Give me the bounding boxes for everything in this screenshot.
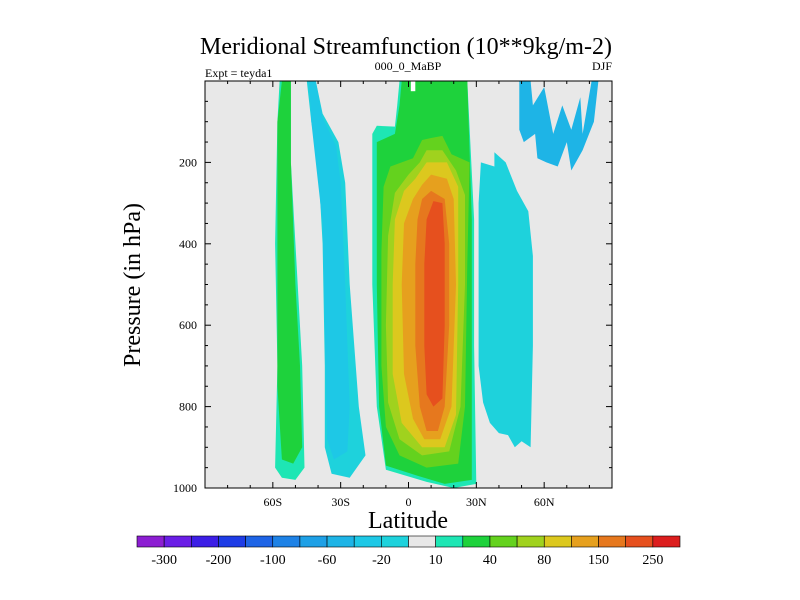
colorbar-swatch <box>245 535 274 548</box>
colorbar-swatch <box>272 535 301 548</box>
colorbar-swatch <box>191 535 219 548</box>
y-tick-label: 1000 <box>173 481 197 495</box>
sh-negative-cell-core <box>309 81 350 460</box>
colorbar-swatch <box>489 535 518 548</box>
colorbar-swatch <box>652 535 681 548</box>
colorbar-swatch <box>218 535 246 548</box>
y-axis-label: Pressure (in hPa) <box>120 203 146 367</box>
y-tick-label: 600 <box>179 318 197 332</box>
colorbar-swatch <box>625 535 654 548</box>
y-axis-ticks: 200 400 600 800 1000 <box>173 100 612 495</box>
sh-positive-cell-core <box>277 81 303 464</box>
x-tick-label: 30N <box>466 495 487 509</box>
colorbar-swatch <box>516 535 545 548</box>
colorbar-label: 80 <box>537 553 551 568</box>
x-tick-label: 60S <box>263 495 282 509</box>
nh-ferrel-cell-10 <box>478 152 533 448</box>
x-tick-label: 0 <box>406 495 412 509</box>
chart-title: Meridional Streamfunction (10**9kg/m-2) <box>200 34 612 60</box>
contour-regions <box>275 81 599 488</box>
colorbar-label: -100 <box>260 553 286 568</box>
colorbar-swatch <box>163 535 192 548</box>
y-tick-label: 400 <box>179 237 197 251</box>
colorbar-swatch <box>543 535 572 548</box>
subtitle-right: DJF <box>592 59 612 73</box>
y-tick-label: 200 <box>179 155 197 169</box>
colorbar-swatch <box>598 535 626 548</box>
x-tick-label: 30S <box>331 495 350 509</box>
colorbar-label: -20 <box>372 553 391 568</box>
colorbar-swatch <box>326 535 355 548</box>
colorbar-swatch <box>462 535 491 548</box>
x-axis-ticks: 60S 30S 0 30N 60N <box>227 81 590 509</box>
colorbar-label: 150 <box>588 553 609 568</box>
x-axis-label: Latitude <box>368 508 448 534</box>
colorbar-swatch <box>136 535 165 548</box>
colorbar-label: 250 <box>642 553 663 568</box>
colorbar-swatch <box>353 535 382 548</box>
colorbar-label: -300 <box>151 553 177 568</box>
colorbar-label: 10 <box>429 553 443 568</box>
y-tick-label: 800 <box>179 400 197 414</box>
x-tick-label: 60N <box>534 495 555 509</box>
colorbar-label: -200 <box>206 553 232 568</box>
colorbar-label: 40 <box>483 553 497 568</box>
subtitle-left: Expt = teyda1 <box>205 66 272 80</box>
colorbar-labels: -300 -200 -100 -60 -20 10 40 80 150 250 <box>151 553 663 568</box>
colorbar-swatch <box>299 535 328 548</box>
colorbar-swatch <box>381 535 409 548</box>
missing-data-patch <box>410 81 416 92</box>
hadley-cell-200 <box>424 201 445 407</box>
colorbar-swatch <box>571 535 599 548</box>
colorbar-swatch <box>408 535 436 548</box>
colorbar <box>136 535 681 548</box>
colorbar-label: -60 <box>318 553 337 568</box>
subtitle-center: 000_0_MaBP <box>375 59 442 73</box>
nh-ferrel-cell-20 <box>519 81 599 171</box>
colorbar-swatch <box>435 535 464 548</box>
